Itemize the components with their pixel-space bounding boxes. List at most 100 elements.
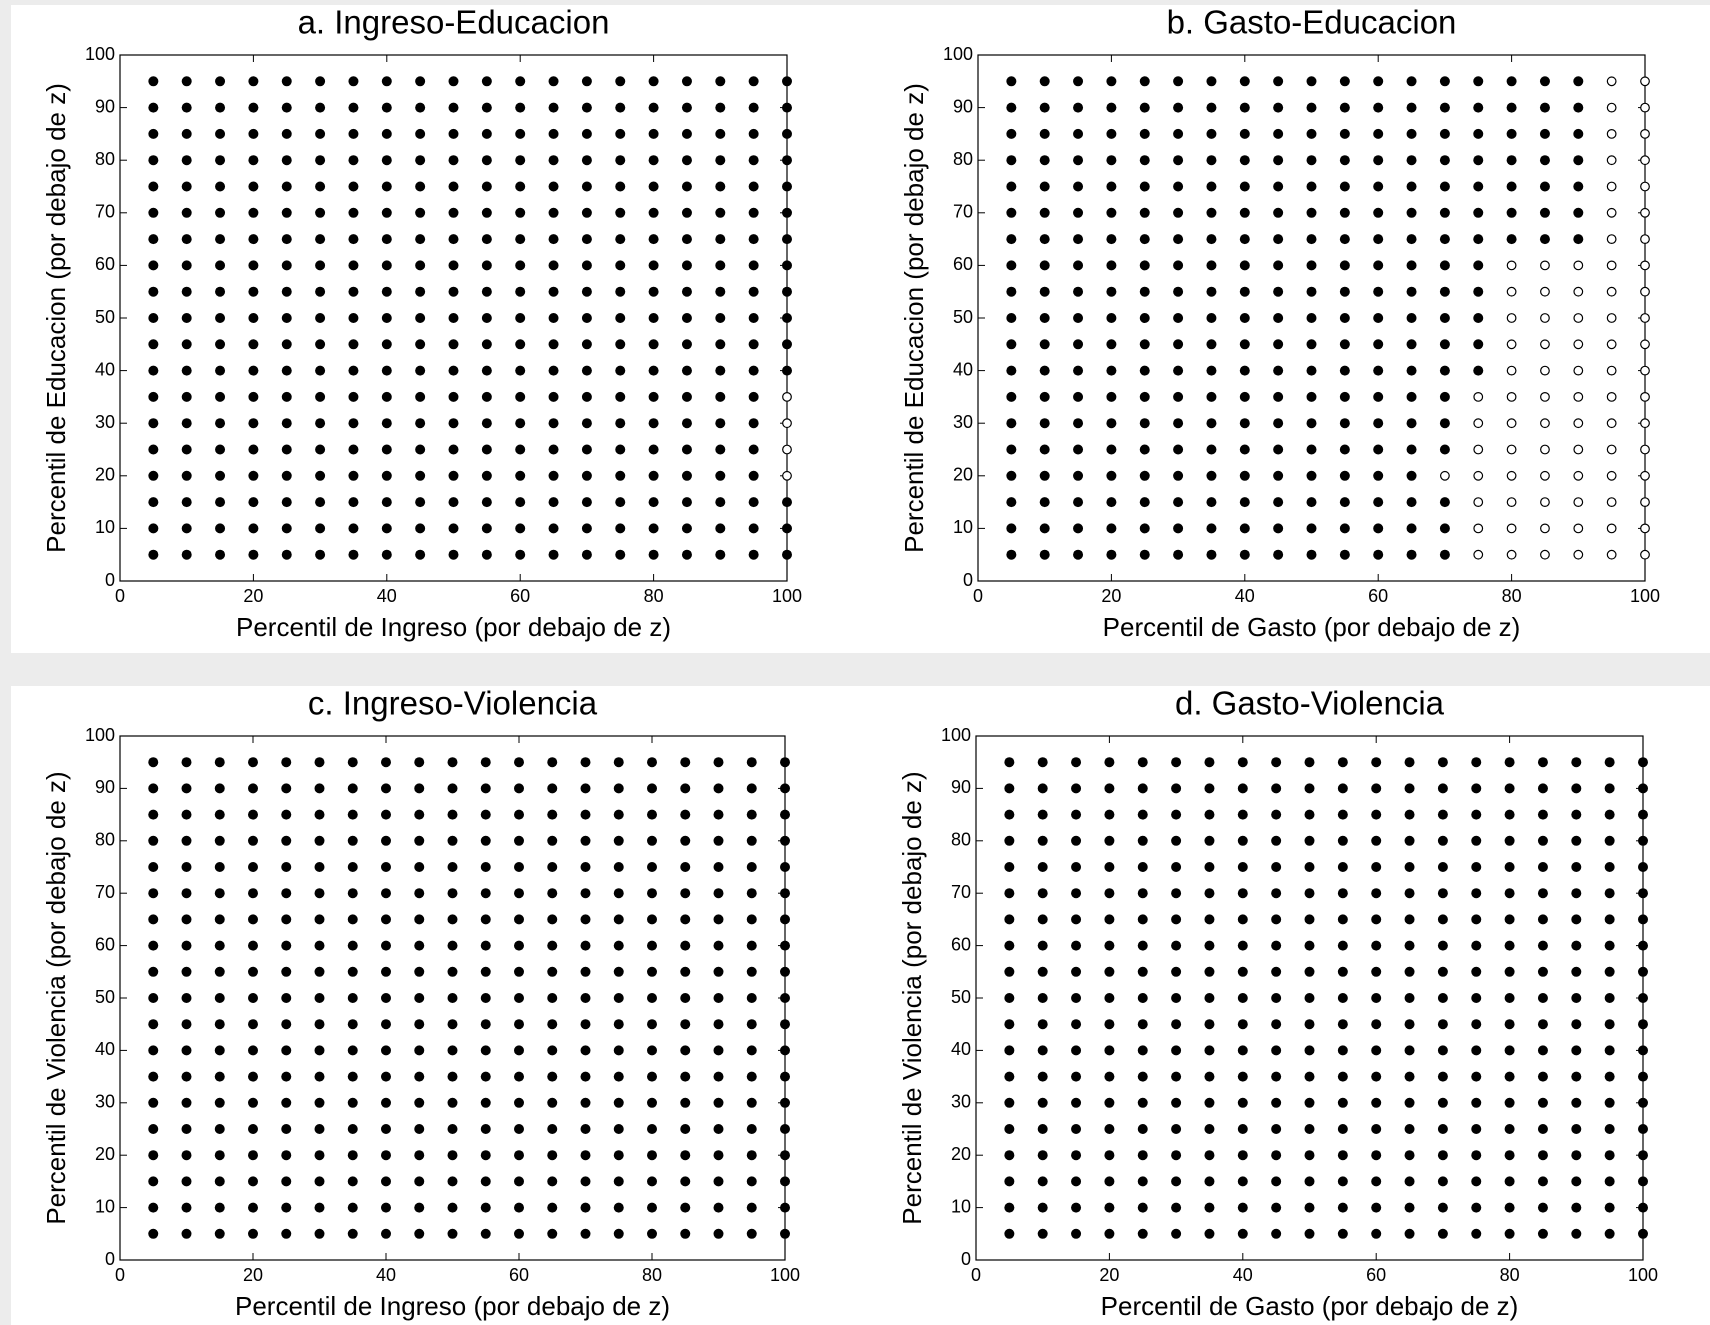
filled-point (548, 313, 559, 323)
filled-point (1638, 993, 1648, 1003)
filled-point (581, 365, 592, 376)
filled-point (481, 128, 492, 139)
filled-point (1638, 862, 1648, 872)
filled-point (1337, 1097, 1348, 1108)
filled-point (1504, 862, 1515, 872)
filled-point (613, 1176, 624, 1187)
filled-point (414, 1045, 425, 1056)
filled-point (1471, 783, 1482, 794)
filled-point (248, 497, 259, 508)
filled-point (1037, 1045, 1048, 1056)
filled-point (1373, 523, 1384, 534)
filled-point (1071, 809, 1082, 820)
filled-point (447, 835, 458, 846)
filled-point (414, 757, 425, 768)
open-point (1506, 444, 1517, 455)
filled-point (1571, 1228, 1582, 1239)
filled-point (580, 1228, 591, 1239)
filled-point (148, 497, 159, 508)
filled-point (315, 128, 326, 139)
filled-point (315, 155, 326, 166)
filled-point (548, 418, 559, 429)
filled-point (1439, 444, 1450, 455)
open-point (1640, 444, 1650, 455)
filled-point (1039, 549, 1050, 560)
filled-point (447, 1176, 458, 1187)
filled-point (1373, 207, 1384, 218)
filled-point (1406, 286, 1417, 297)
filled-point (1537, 1019, 1548, 1030)
filled-point (148, 128, 159, 139)
filled-point (515, 286, 526, 297)
filled-point (1171, 783, 1182, 794)
filled-point (1339, 155, 1350, 166)
filled-point (1571, 940, 1582, 951)
filled-point (1206, 339, 1217, 350)
filled-point (1273, 391, 1284, 402)
open-point (1606, 497, 1617, 508)
filled-point (1106, 286, 1117, 297)
filled-point (314, 888, 325, 899)
open-point (1506, 523, 1517, 534)
filled-point (1571, 862, 1582, 872)
filled-point (613, 966, 624, 977)
filled-point (415, 181, 426, 192)
filled-point (414, 1176, 425, 1187)
filled-point (1439, 391, 1450, 402)
filled-point (780, 809, 790, 820)
filled-point (447, 1124, 458, 1134)
filled-point (548, 181, 559, 192)
filled-point (647, 809, 657, 820)
filled-point (548, 286, 559, 297)
filled-point (414, 993, 425, 1003)
filled-point (713, 940, 724, 951)
filled-point (1506, 234, 1517, 245)
filled-point (1537, 1228, 1548, 1239)
filled-point (248, 339, 259, 350)
filled-point (1604, 1071, 1615, 1082)
filled-point (1404, 914, 1415, 925)
filled-point (1439, 549, 1450, 560)
filled-point (613, 835, 624, 846)
filled-point (1504, 757, 1515, 768)
filled-point (1339, 102, 1350, 113)
filled-point (414, 809, 425, 820)
filled-point (214, 1097, 225, 1108)
filled-point (1104, 1150, 1115, 1161)
filled-point (1073, 128, 1084, 139)
filled-point (648, 128, 659, 139)
filled-point (748, 76, 759, 87)
filled-point (181, 888, 192, 899)
filled-point (214, 862, 225, 872)
filled-point (1104, 1202, 1115, 1213)
filled-point (348, 391, 359, 402)
filled-point (580, 1202, 591, 1213)
filled-point (1106, 444, 1117, 455)
open-point (1473, 470, 1484, 481)
filled-point (148, 862, 159, 872)
filled-point (648, 523, 659, 534)
filled-point (1006, 102, 1017, 113)
filled-point (780, 1071, 790, 1082)
open-point (1540, 392, 1550, 402)
filled-point (1337, 835, 1348, 846)
filled-point (181, 940, 192, 951)
x-axis-label: Percentil de Ingreso (por debajo de z) (235, 1291, 670, 1321)
filled-point (613, 888, 624, 899)
filled-point (1173, 365, 1184, 376)
filled-point (1371, 914, 1382, 925)
filled-point (580, 1071, 591, 1082)
filled-point (315, 76, 326, 87)
filled-point (1437, 914, 1448, 925)
filled-point (148, 207, 159, 218)
filled-point (1073, 549, 1084, 560)
filled-point (648, 155, 659, 166)
filled-point (746, 783, 757, 794)
filled-point (548, 155, 559, 166)
filled-point (281, 1097, 292, 1108)
filled-point (415, 260, 426, 271)
filled-point (1273, 444, 1284, 455)
filled-point (1604, 809, 1615, 820)
filled-point (181, 993, 192, 1003)
filled-point (281, 993, 292, 1003)
